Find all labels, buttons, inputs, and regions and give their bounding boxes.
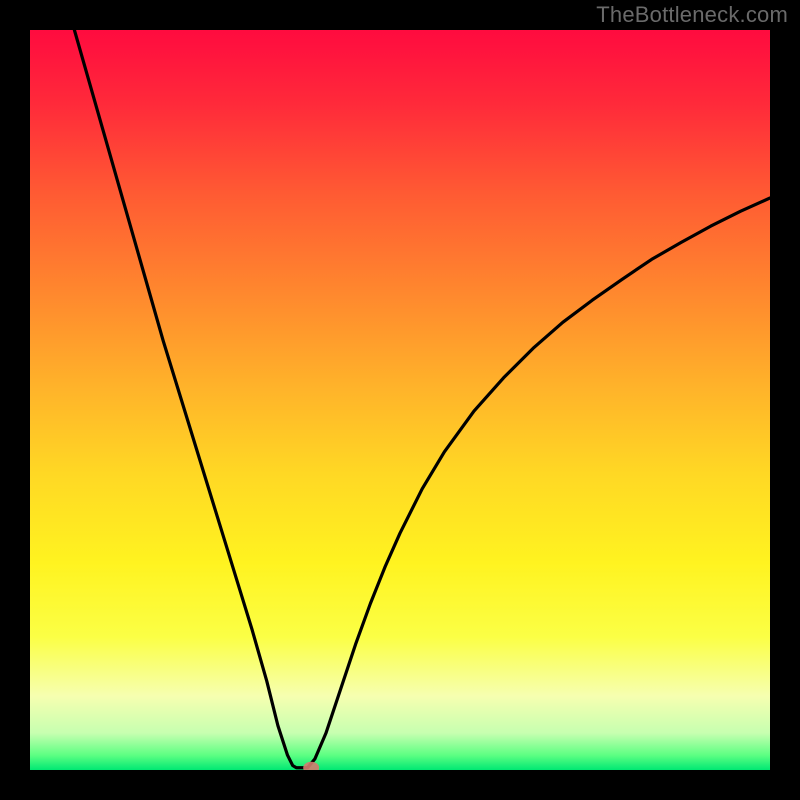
chart-frame: TheBottleneck.com (0, 0, 800, 800)
watermark-text: TheBottleneck.com (596, 2, 788, 28)
plot-area (30, 30, 770, 770)
gradient-background (30, 30, 770, 770)
bottleneck-curve-chart (30, 30, 770, 770)
